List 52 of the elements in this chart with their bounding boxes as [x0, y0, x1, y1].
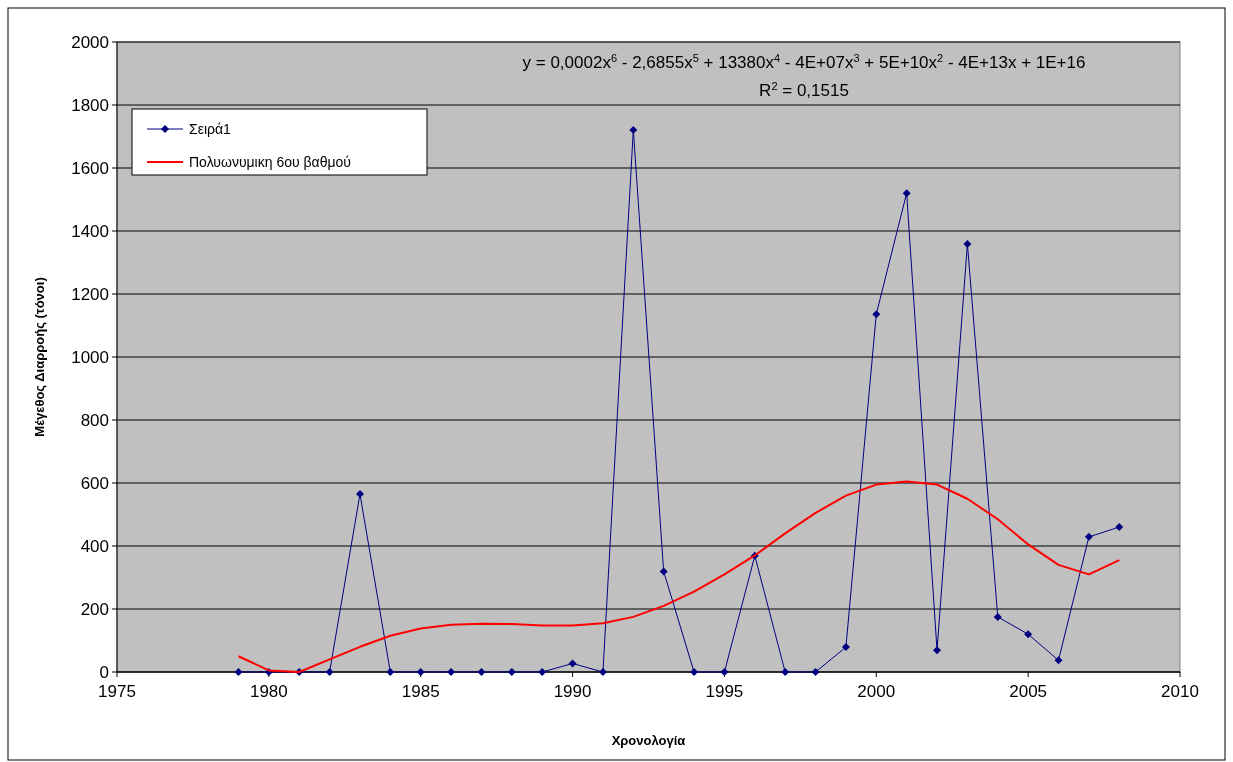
point	[841, 643, 850, 652]
point	[386, 668, 395, 676]
point	[598, 668, 607, 676]
point	[1115, 523, 1124, 532]
point	[568, 659, 577, 668]
point	[811, 668, 820, 676]
point	[325, 668, 334, 676]
x-tick-label: 2005	[1009, 682, 1048, 701]
x-axis-title: Χρονολογία	[611, 733, 686, 748]
point	[902, 189, 911, 198]
y-tick-label: 0	[99, 662, 109, 682]
point	[690, 668, 699, 676]
point	[1024, 630, 1033, 639]
legend-label: Σειρά1	[189, 120, 232, 137]
x-tick-label: 1985	[401, 682, 440, 701]
point	[234, 668, 243, 676]
x-tick-label: 2010	[1161, 682, 1199, 701]
point	[963, 239, 972, 248]
annotation: R$^{2}$ = 0,1515	[759, 80, 849, 100]
point	[355, 490, 364, 499]
point	[872, 310, 881, 319]
point	[781, 668, 790, 676]
point	[659, 567, 668, 576]
point	[1084, 532, 1093, 541]
y-tick-label: 1000	[71, 347, 109, 367]
x-tick-label: 1980	[249, 682, 288, 701]
y-tick-label: 600	[80, 473, 109, 493]
x-tick-label: 1995	[705, 682, 744, 701]
x-tick-label: 2000	[857, 682, 896, 701]
y-tick-label: 200	[80, 599, 109, 619]
x-tick-label: 1975	[98, 682, 136, 701]
point	[1054, 656, 1063, 665]
x-tick-label: 1990	[553, 682, 592, 701]
point	[933, 646, 942, 655]
legend-label: Πολυωνυμικη 6ου βαθμού	[189, 153, 351, 170]
point	[447, 668, 456, 676]
y-tick-label: 2000	[71, 32, 109, 52]
point	[477, 668, 486, 676]
point	[993, 612, 1002, 621]
point	[720, 668, 729, 676]
point	[629, 125, 638, 134]
point	[507, 668, 516, 676]
point	[538, 668, 547, 676]
text: y = 0,0002x$^{6}$ - 2,6855x$^{5}$ + 13380x$^{4}$ - 4E+07x$^{3}$ + 5E+10x$^{2}$ - 4E+13x + 1E+16	[522, 52, 1086, 72]
y-tick-label: 400	[80, 536, 109, 556]
point	[416, 668, 425, 676]
y-axis-title: Μέγεθος Διαρροής (τόνοι)	[32, 277, 47, 437]
y-tick-label: 800	[80, 410, 109, 430]
y-tick-label: 1800	[71, 95, 109, 115]
y-tick-label: 1400	[71, 221, 109, 241]
y-tick-label: 1600	[71, 158, 109, 178]
y-tick-label: 1200	[71, 284, 109, 304]
